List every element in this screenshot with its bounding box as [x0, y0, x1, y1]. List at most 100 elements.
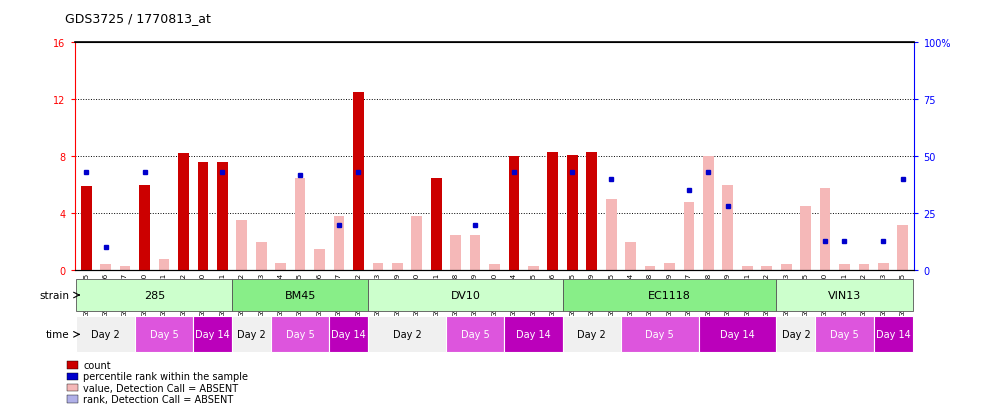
Bar: [430, 249, 441, 271]
Bar: [295, 178, 305, 271]
Bar: [567, 266, 578, 271]
Text: count: count: [83, 360, 111, 370]
Bar: [684, 202, 694, 271]
Text: EC1118: EC1118: [648, 290, 691, 300]
Bar: [119, 266, 130, 271]
Text: Day 5: Day 5: [150, 330, 178, 339]
Bar: [237, 221, 248, 271]
Text: Day 2: Day 2: [91, 330, 120, 339]
Bar: [68, 361, 78, 369]
Text: Day 5: Day 5: [645, 330, 674, 339]
Bar: [664, 263, 675, 271]
Text: Day 14: Day 14: [331, 330, 366, 339]
Bar: [800, 206, 811, 271]
Text: value, Detection Call = ABSENT: value, Detection Call = ABSENT: [83, 383, 239, 393]
Text: BM45: BM45: [284, 290, 316, 300]
Text: Day 14: Day 14: [876, 330, 911, 339]
Bar: [275, 263, 286, 271]
Bar: [528, 266, 539, 271]
Bar: [193, 317, 232, 352]
Bar: [450, 235, 461, 271]
Bar: [563, 317, 621, 352]
Bar: [625, 242, 636, 271]
Bar: [314, 249, 325, 271]
Bar: [68, 384, 78, 392]
Bar: [329, 317, 368, 352]
Text: Day 5: Day 5: [285, 330, 314, 339]
Bar: [77, 280, 232, 311]
Text: Day 2: Day 2: [578, 330, 606, 339]
Bar: [509, 157, 519, 271]
Bar: [159, 259, 169, 271]
Bar: [567, 156, 578, 271]
Bar: [198, 265, 208, 271]
Bar: [68, 395, 78, 403]
Bar: [353, 93, 364, 271]
Text: GDS3725 / 1770813_at: GDS3725 / 1770813_at: [65, 12, 211, 25]
Bar: [878, 263, 889, 271]
Bar: [178, 265, 189, 271]
Bar: [874, 317, 912, 352]
Bar: [68, 373, 78, 380]
Bar: [139, 185, 150, 271]
Bar: [699, 317, 776, 352]
Bar: [586, 188, 597, 271]
Text: Day 5: Day 5: [460, 330, 489, 339]
Text: strain: strain: [40, 290, 70, 300]
Text: Day 5: Day 5: [830, 330, 859, 339]
Text: 285: 285: [144, 290, 165, 300]
Text: VIN13: VIN13: [828, 290, 861, 300]
Bar: [77, 317, 135, 352]
Bar: [820, 188, 830, 271]
Text: Day 14: Day 14: [721, 330, 754, 339]
Bar: [81, 187, 91, 271]
Bar: [703, 157, 714, 271]
Bar: [232, 317, 271, 352]
Bar: [781, 265, 791, 271]
Bar: [198, 163, 208, 271]
Bar: [217, 265, 228, 271]
Bar: [135, 317, 193, 352]
Text: Day 14: Day 14: [195, 330, 230, 339]
Bar: [742, 266, 752, 271]
Bar: [100, 265, 111, 271]
Bar: [723, 185, 734, 271]
Bar: [563, 280, 776, 311]
Bar: [548, 153, 559, 271]
Bar: [334, 216, 344, 271]
Bar: [504, 317, 563, 352]
Bar: [430, 178, 441, 271]
Bar: [470, 235, 480, 271]
Bar: [368, 317, 446, 352]
Bar: [859, 265, 870, 271]
Text: time: time: [46, 330, 70, 339]
Bar: [232, 280, 368, 311]
Bar: [392, 263, 403, 271]
Bar: [217, 163, 228, 271]
Text: percentile rank within the sample: percentile rank within the sample: [83, 371, 248, 381]
Bar: [373, 263, 384, 271]
Bar: [368, 280, 563, 311]
Bar: [621, 317, 699, 352]
Text: Day 2: Day 2: [781, 330, 810, 339]
Bar: [255, 242, 266, 271]
Bar: [815, 317, 874, 352]
Text: Day 2: Day 2: [238, 330, 265, 339]
Bar: [446, 317, 504, 352]
Bar: [139, 265, 150, 271]
Bar: [586, 153, 597, 271]
Text: Day 14: Day 14: [516, 330, 551, 339]
Bar: [271, 317, 329, 352]
Bar: [776, 317, 815, 352]
Bar: [605, 199, 616, 271]
Bar: [178, 154, 189, 271]
Text: rank, Detection Call = ABSENT: rank, Detection Call = ABSENT: [83, 394, 234, 404]
Bar: [776, 280, 912, 311]
Bar: [489, 265, 500, 271]
Bar: [761, 266, 772, 271]
Bar: [509, 266, 519, 271]
Bar: [839, 265, 850, 271]
Text: DV10: DV10: [450, 290, 480, 300]
Bar: [81, 265, 91, 271]
Bar: [898, 225, 909, 271]
